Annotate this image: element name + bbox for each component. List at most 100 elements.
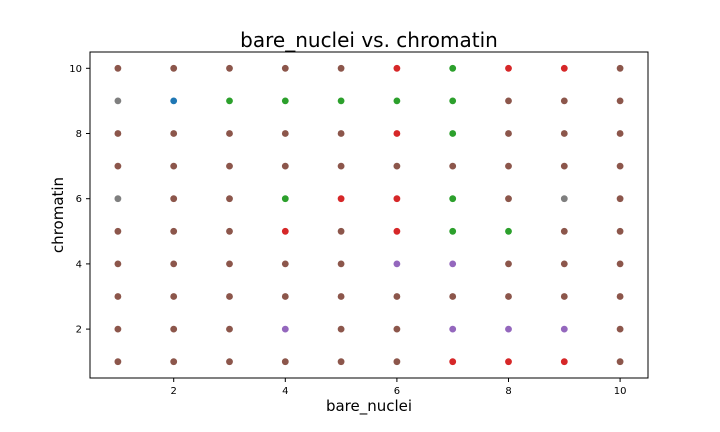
data-point: [281, 97, 289, 105]
data-point: [560, 358, 568, 366]
data-point: [281, 64, 289, 72]
data-point: [505, 293, 512, 300]
data-point: [114, 162, 122, 170]
data-point: [560, 260, 568, 268]
data-point: [337, 260, 345, 268]
data-point: [505, 162, 512, 170]
data-point: [505, 227, 512, 235]
data-point: [505, 195, 512, 203]
x-tick-label: 4: [282, 386, 288, 397]
data-point: [616, 293, 624, 300]
data-point: [226, 195, 233, 203]
data-point: [170, 260, 178, 268]
y-tick-label: 10: [69, 64, 82, 75]
x-tick-label: 10: [614, 386, 627, 397]
data-point: [616, 260, 624, 268]
data-point: [616, 162, 624, 170]
data-point: [393, 260, 401, 268]
data-point: [560, 64, 568, 72]
data-point: [505, 64, 512, 72]
data-point: [449, 260, 457, 268]
y-tick-label: 4: [76, 259, 82, 270]
x-axis-label: bare_nuclei: [326, 397, 412, 416]
data-point: [393, 64, 401, 72]
data-point: [114, 325, 122, 333]
data-point: [393, 162, 401, 170]
data-point: [114, 227, 122, 235]
data-point: [449, 162, 457, 170]
data-point: [337, 358, 345, 366]
data-point: [393, 130, 401, 137]
data-point: [449, 97, 457, 105]
data-point: [281, 325, 289, 333]
data-point: [393, 227, 401, 235]
data-point: [393, 195, 401, 203]
data-point: [616, 64, 624, 72]
data-point: [449, 358, 457, 366]
data-point: [393, 293, 401, 300]
data-point: [616, 97, 624, 105]
data-point: [226, 162, 233, 170]
data-point: [337, 130, 345, 137]
data-point: [449, 227, 457, 235]
data-point: [226, 358, 233, 366]
data-point: [337, 64, 345, 72]
data-point: [114, 358, 122, 366]
data-point: [226, 260, 233, 268]
data-point: [170, 97, 178, 105]
data-point: [114, 64, 122, 72]
data-point: [337, 325, 345, 333]
x-tick-label: 2: [171, 386, 177, 397]
data-point: [114, 97, 122, 105]
data-point: [393, 325, 401, 333]
data-point: [337, 227, 345, 235]
data-point: [560, 97, 568, 105]
y-axis-label: chromatin: [49, 177, 67, 253]
data-point: [281, 195, 289, 203]
data-point: [170, 358, 178, 366]
data-point: [281, 130, 289, 137]
data-point: [226, 293, 233, 300]
data-point: [281, 358, 289, 366]
data-point: [449, 195, 457, 203]
data-point: [170, 293, 178, 300]
data-point: [505, 358, 512, 366]
data-point: [114, 195, 122, 203]
data-point: [616, 227, 624, 235]
y-tick-label: 6: [76, 194, 82, 205]
data-point: [337, 195, 345, 203]
data-point: [170, 227, 178, 235]
data-point: [170, 130, 178, 137]
data-point: [616, 358, 624, 366]
x-tick-label: 8: [505, 386, 511, 397]
y-tick-label: 2: [76, 325, 82, 336]
data-point: [505, 130, 512, 137]
data-point: [170, 64, 178, 72]
y-axis: 2 4 6 8 10: [69, 64, 90, 336]
data-point: [114, 130, 122, 137]
data-point: [393, 358, 401, 366]
data-point: [616, 195, 624, 203]
data-point: [226, 325, 233, 333]
data-point: [560, 325, 568, 333]
data-point: [226, 64, 233, 72]
data-point: [226, 227, 233, 235]
data-point: [170, 195, 178, 203]
data-point: [560, 227, 568, 235]
data-point: [170, 325, 178, 333]
chart-title: bare_nuclei vs. chromatin: [240, 28, 498, 52]
data-point: [560, 195, 568, 203]
x-axis: 2 4 6 8 10: [171, 378, 627, 397]
data-point: [114, 260, 122, 268]
plot-frame: [89, 51, 649, 379]
data-points: [114, 64, 624, 366]
data-point: [560, 293, 568, 300]
data-point: [449, 325, 457, 333]
data-point: [114, 293, 122, 300]
data-point: [449, 64, 457, 72]
data-point: [281, 260, 289, 268]
data-point: [337, 293, 345, 300]
data-point: [281, 227, 289, 235]
data-point: [616, 130, 624, 137]
